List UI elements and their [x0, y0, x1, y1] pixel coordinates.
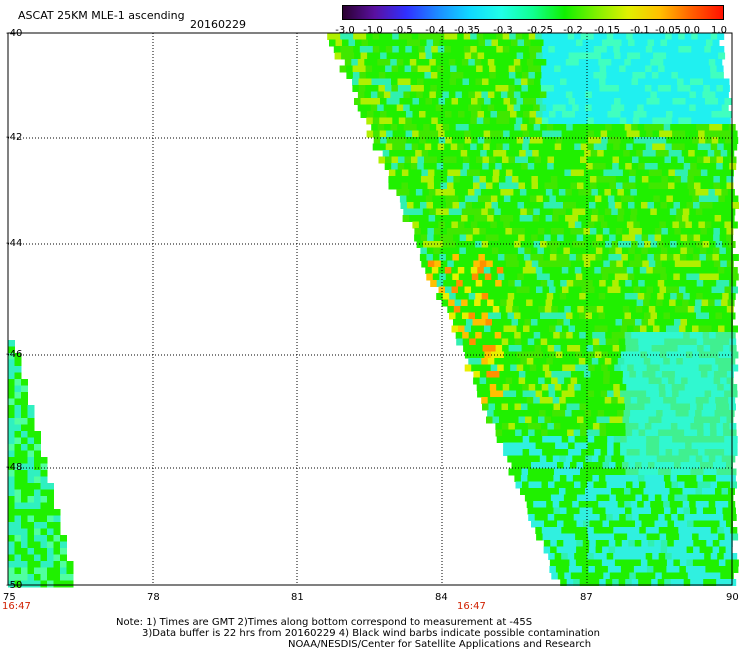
lat-label-40: -40	[6, 28, 23, 39]
note-line-3: NOAA/NESDIS/Center for Satellite Applica…	[288, 639, 592, 650]
colorbar-tick-label: -0.2	[563, 25, 583, 36]
lon-label-90: 90	[726, 592, 739, 603]
plot-frame	[7, 32, 733, 586]
colorbar	[342, 5, 724, 20]
lat-label-42: -42	[6, 132, 23, 143]
time-label-left: 16:47	[2, 601, 31, 612]
colorbar-tick-label: 0.0	[684, 25, 700, 36]
lon-label-81: 81	[291, 592, 304, 603]
note-line-2: 3)Data buffer is 22 hrs from 20160229 4)…	[142, 628, 600, 639]
lat-label-50: -50	[6, 580, 23, 591]
lon-label-75: 75	[3, 592, 16, 603]
colorbar-tick-label: -0.05	[655, 25, 681, 36]
lat-label-44: -44	[6, 238, 23, 249]
lat-label-48: -48	[6, 462, 23, 473]
footnotes: Note: 1) Times are GMT 2)Times along bot…	[116, 617, 600, 650]
colorbar-tick-label: -0.25	[527, 25, 553, 36]
colorbar-tick-label: 1.0	[711, 25, 727, 36]
time-label-right: 16:47	[457, 601, 486, 612]
lon-label-87: 87	[580, 592, 593, 603]
swath-data	[8, 33, 739, 588]
colorbar-labels: -3.0 -1.0 -0.5 -0.4 -0.35 -0.3 -0.25 -0.2 -0.15-…	[330, 25, 730, 37]
product-date: 20160229	[190, 18, 246, 31]
colorbar-tick-label: -0.4	[425, 25, 445, 36]
lon-label-78: 78	[147, 592, 160, 603]
colorbar-tick-label: -1.0	[363, 25, 383, 36]
lat-label-46: -46	[6, 349, 23, 360]
colorbar-tick-label: -0.3	[493, 25, 513, 36]
colorbar-tick-label: -0.1	[630, 25, 650, 36]
note-line-1: Note: 1) Times are GMT 2)Times along bot…	[116, 617, 533, 628]
colorbar-tick-label: -0.5	[393, 25, 413, 36]
lon-label-84: 84	[435, 592, 448, 603]
colorbar-tick-label: -3.0	[335, 25, 355, 36]
colorbar-tick-label: -0.15	[594, 25, 620, 36]
product-title: ASCAT 25KM MLE-1 ascending	[18, 9, 185, 22]
colorbar-tick-label: -0.35	[454, 25, 480, 36]
